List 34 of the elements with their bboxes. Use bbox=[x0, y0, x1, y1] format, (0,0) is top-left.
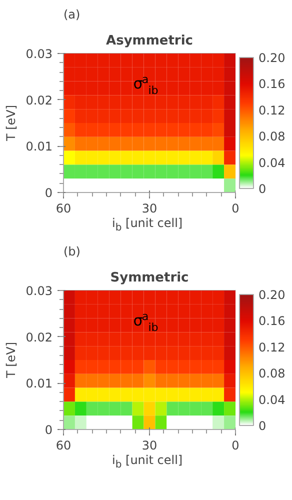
x-tick-label: 30 bbox=[142, 202, 158, 216]
color-bar-label: 0.12 bbox=[258, 103, 286, 118]
y-tick-label: 0 bbox=[44, 186, 53, 200]
y-tick-label: 0.02 bbox=[26, 93, 52, 108]
x-axis-title: i$_{b}$ [unit cell] bbox=[112, 215, 183, 236]
text: (a) bbox=[64, 8, 80, 22]
color-bar-label: 0.12 bbox=[258, 340, 286, 354]
color-bar-label: 0.04 bbox=[258, 156, 286, 170]
color-bar-label: 0 bbox=[258, 182, 266, 196]
y-tick-label: 0 bbox=[44, 423, 53, 437]
x-tick-label: 0 bbox=[232, 202, 240, 216]
y-axis-title: T [eV] bbox=[4, 342, 18, 380]
y-tick-label: 0.02 bbox=[26, 330, 52, 344]
y-axis-title: T [eV] bbox=[4, 104, 18, 142]
x-tick-label: 60 bbox=[56, 438, 72, 452]
color-bar-label: 0.16 bbox=[258, 314, 286, 328]
color-bar-label: 0 bbox=[258, 419, 266, 433]
y-tick-label: 0.01 bbox=[26, 140, 52, 154]
x-tick-label: 30 bbox=[142, 438, 158, 452]
chart-title: Symmetric bbox=[110, 270, 189, 286]
chart-title: Asymmetric bbox=[106, 34, 193, 48]
x-tick-label: 60 bbox=[56, 202, 72, 216]
color-bar-label: 0.08 bbox=[258, 366, 286, 381]
color-bar-label: 0.20 bbox=[258, 51, 286, 65]
color-bar-label: 0.04 bbox=[258, 392, 286, 407]
y-tick-label: 0.03 bbox=[26, 284, 52, 298]
x-tick-label: 0 bbox=[232, 438, 240, 452]
text: (b) bbox=[64, 244, 80, 258]
color-bar-label: 0.20 bbox=[258, 288, 286, 302]
color-bar-label: 0.16 bbox=[258, 77, 286, 92]
y-tick-label: 0.01 bbox=[26, 376, 52, 391]
y-tick-label: 0.03 bbox=[26, 47, 52, 61]
color-bar-label: 0.08 bbox=[258, 130, 286, 144]
x-axis-title: i$_{b}$ [unit cell] bbox=[112, 452, 183, 472]
